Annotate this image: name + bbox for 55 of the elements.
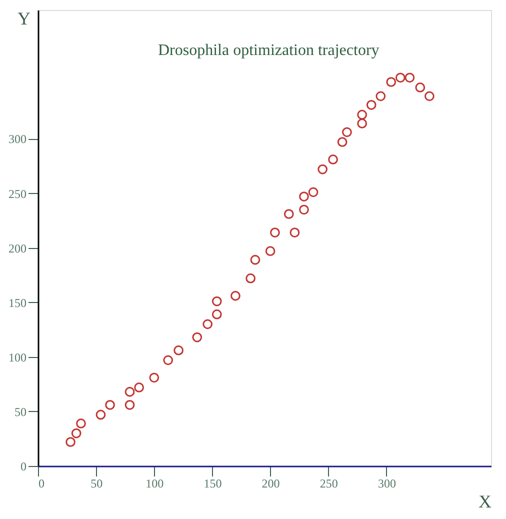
y-tick-label: 250	[8, 186, 26, 201]
point	[174, 345, 184, 356]
point	[415, 82, 426, 92]
point	[376, 91, 386, 102]
point	[71, 428, 82, 438]
y-tick-label: 100	[8, 350, 26, 364]
point	[246, 273, 256, 284]
point	[357, 118, 367, 128]
point	[163, 355, 174, 366]
point	[299, 192, 309, 202]
point	[386, 77, 396, 87]
x-tick-label: 50	[90, 476, 103, 490]
point	[192, 332, 202, 342]
point	[424, 91, 434, 102]
point	[212, 296, 222, 306]
point	[265, 246, 276, 256]
y-tick-label: 50	[14, 404, 26, 419]
x-tick-label: 0	[38, 476, 44, 490]
point	[328, 154, 338, 164]
y-tick-label: 0	[20, 460, 26, 474]
point	[76, 418, 86, 428]
point	[395, 72, 406, 83]
x-tick-label: 250	[320, 476, 338, 490]
x-tick-label: 300	[378, 476, 396, 490]
x-tick-label: 100	[146, 476, 164, 490]
point	[308, 187, 318, 198]
text: Drosophila optimization trajectory	[158, 42, 380, 59]
point	[270, 228, 280, 238]
point	[366, 100, 376, 110]
y-tick-label: 200	[8, 241, 26, 256]
y-axis-title: Y	[18, 8, 30, 28]
point	[96, 410, 106, 420]
x-tick-label: 150	[204, 476, 222, 490]
point	[404, 72, 415, 83]
point	[134, 382, 144, 392]
point	[202, 319, 213, 330]
point	[337, 137, 348, 147]
point	[105, 400, 115, 410]
x-tick-label: 200	[262, 476, 280, 490]
point	[290, 228, 300, 238]
point	[66, 437, 76, 447]
point	[284, 209, 294, 219]
x-axis-title: X	[478, 492, 492, 512]
point	[230, 290, 240, 301]
point	[124, 386, 135, 397]
y-tick-label: 150	[8, 296, 26, 310]
y-tick-label: 300	[8, 132, 26, 146]
point	[318, 164, 328, 174]
point	[124, 400, 135, 410]
point	[299, 204, 309, 215]
point	[212, 309, 222, 320]
point	[149, 372, 160, 383]
point	[342, 127, 352, 138]
point	[357, 110, 367, 120]
point	[250, 254, 260, 265]
